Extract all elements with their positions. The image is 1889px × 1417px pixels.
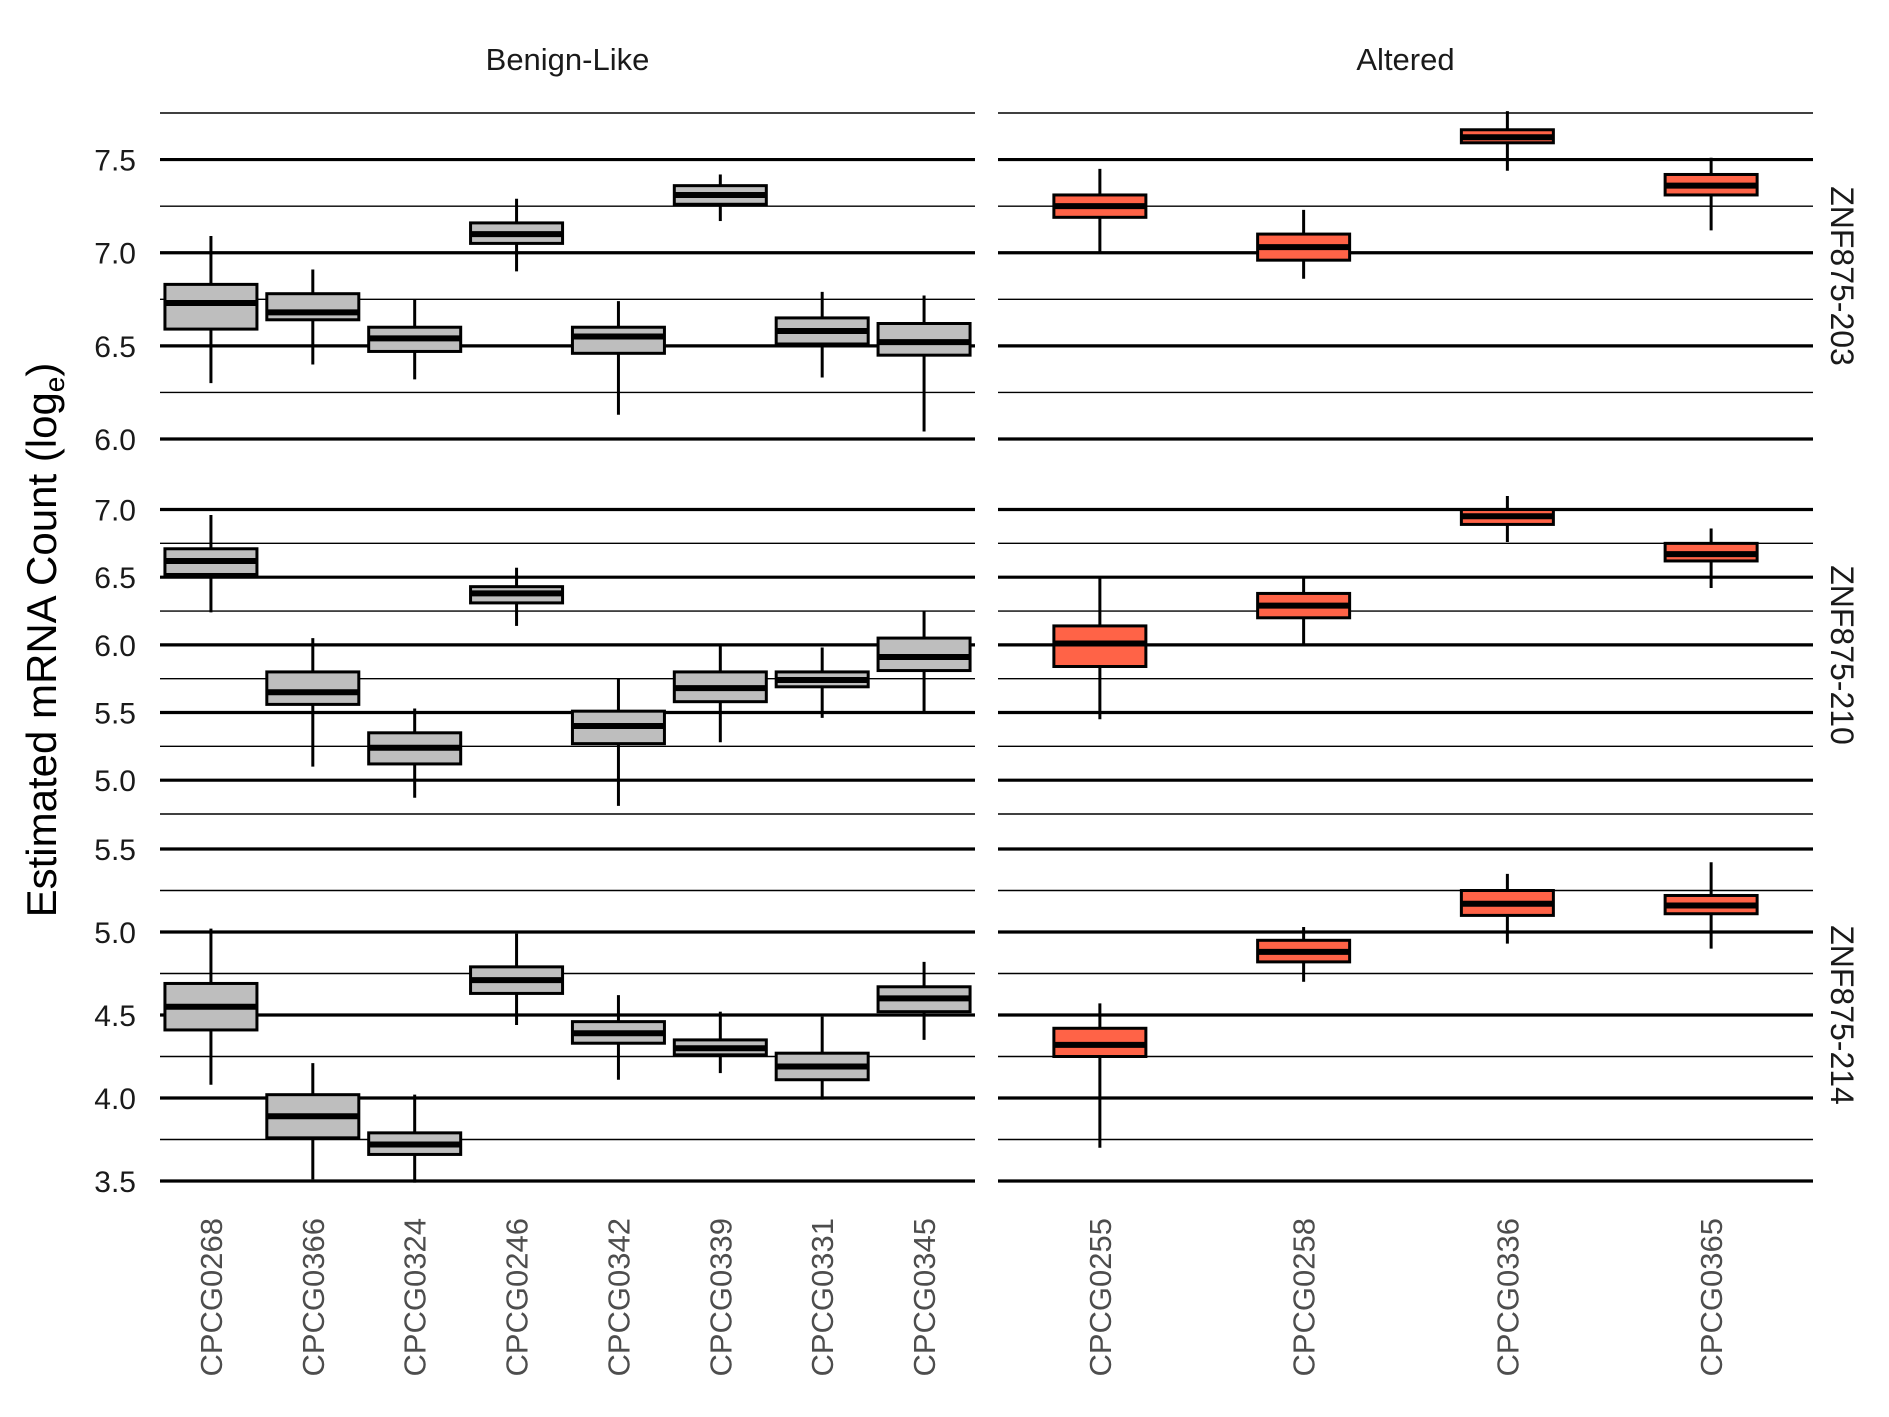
row-label-1: ZNF875-210 — [1824, 565, 1860, 745]
y-tick-label-r0-0: 6.0 — [94, 424, 136, 457]
y-tick-label-r1-1: 5.5 — [94, 698, 136, 731]
y-tick-label-r1-2: 6.0 — [94, 630, 136, 663]
x-tick-label-c0-2: CPCG0324 — [398, 1218, 433, 1377]
box-r1-c0-b1 — [265, 670, 361, 706]
text-layer: Estimated mRNA Count (loge) Benign-Like A… — [18, 42, 1860, 1377]
x-tick-label-c0-3: CPCG0246 — [500, 1218, 535, 1377]
y-axis-label-main: Estimated mRNA Count (log — [18, 392, 65, 917]
box-r0-c0-b0 — [163, 282, 259, 331]
x-tick-label-c1-0: CPCG0255 — [1083, 1218, 1118, 1377]
y-axis-label-close: ) — [18, 363, 65, 377]
y-axis-label-subscript: e — [39, 377, 70, 393]
x-tick-label-c1-2: CPCG0336 — [1490, 1218, 1525, 1377]
box-r0-c0-b1 — [265, 292, 361, 322]
y-tick-label-r2-3: 5.0 — [94, 917, 136, 950]
x-tick-label-c0-4: CPCG0342 — [601, 1218, 636, 1377]
marks-layer — [163, 111, 1759, 1183]
x-tick-label-c0-6: CPCG0331 — [805, 1218, 840, 1377]
box-r0-c0-b4 — [570, 325, 666, 355]
y-tick-label-r2-0: 3.5 — [94, 1166, 136, 1199]
row-label-2: ZNF875-214 — [1824, 925, 1860, 1105]
x-tick-label-c0-7: CPCG0345 — [907, 1218, 942, 1377]
y-tick-label-r0-1: 6.5 — [94, 331, 136, 364]
y-tick-label-r2-2: 4.5 — [94, 1000, 136, 1033]
x-tick-label-c0-5: CPCG0339 — [703, 1218, 738, 1377]
y-tick-label-r0-3: 7.5 — [94, 145, 136, 178]
strip-label-0: Benign-Like — [486, 42, 650, 77]
x-tick-label-c0-1: CPCG0366 — [296, 1218, 331, 1377]
y-tick-label-r1-0: 5.0 — [94, 765, 136, 798]
y-axis-label: Estimated mRNA Count (loge) — [18, 363, 70, 918]
strip-label-1: Altered — [1356, 42, 1454, 77]
row-label-0: ZNF875-203 — [1824, 186, 1860, 366]
x-tick-label-c1-1: CPCG0258 — [1287, 1218, 1322, 1377]
y-tick-label-r0-2: 7.0 — [94, 238, 136, 271]
x-tick-label-c1-3: CPCG0365 — [1694, 1218, 1729, 1377]
y-tick-label-r2-4: 5.5 — [94, 834, 136, 867]
y-tick-label-r1-3: 6.5 — [94, 562, 136, 595]
grid-layer — [160, 112, 1813, 1183]
y-tick-label-r2-1: 4.0 — [94, 1083, 136, 1116]
y-tick-label-r1-4: 7.0 — [94, 495, 136, 528]
x-tick-label-c0-0: CPCG0268 — [194, 1218, 229, 1377]
